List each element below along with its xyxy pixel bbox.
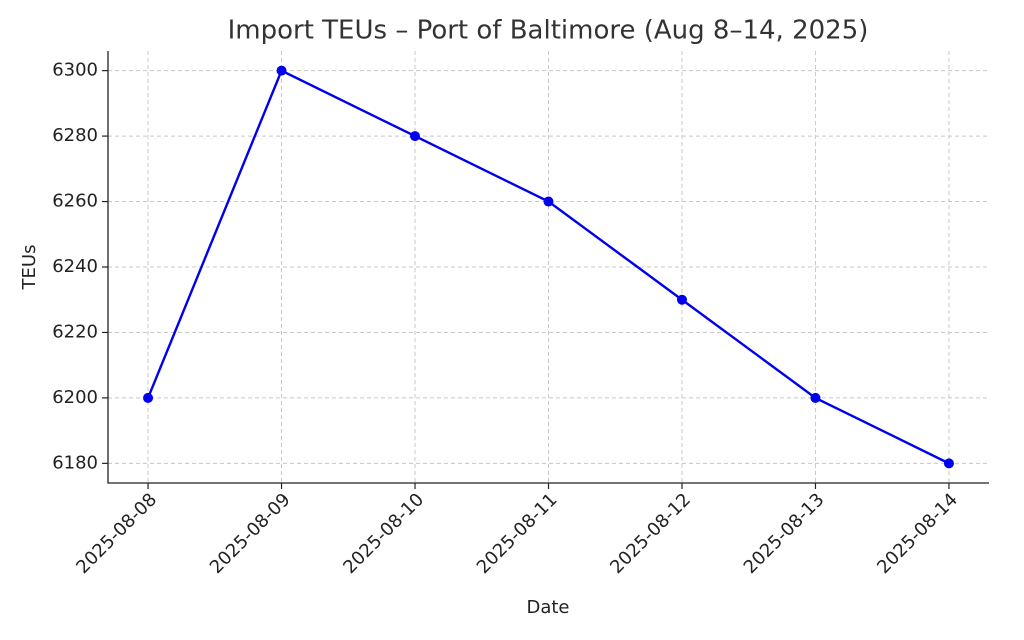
x-tick-label: 2025-08-10 — [339, 489, 428, 578]
y-tick-label: 6220 — [52, 321, 98, 342]
x-tick-label: 2025-08-13 — [740, 489, 829, 578]
y-tick-label: 6280 — [52, 125, 98, 146]
data-point — [943, 458, 954, 469]
y-tick-label: 6200 — [52, 387, 98, 408]
x-tick-label: 2025-08-08 — [72, 489, 161, 578]
y-tick-label: 6260 — [52, 191, 98, 212]
data-point — [543, 196, 554, 207]
x-tick-label: 2025-08-09 — [206, 489, 295, 578]
x-tick-label: 2025-08-12 — [606, 489, 695, 578]
data-point — [676, 294, 687, 305]
y-axis-label: TEUs — [19, 245, 40, 291]
x-axis-label: Date — [526, 597, 569, 618]
y-tick-label: 6300 — [52, 60, 98, 81]
x-tick-label: 2025-08-11 — [473, 489, 562, 578]
data-point — [143, 392, 154, 403]
y-tick-label: 6240 — [52, 256, 98, 277]
data-point — [810, 392, 821, 403]
y-tick-label: 6180 — [52, 452, 98, 473]
data-point — [276, 65, 287, 76]
data-point — [410, 131, 421, 142]
chart-title: Import TEUs – Port of Baltimore (Aug 8–1… — [228, 16, 869, 46]
x-tick-label: 2025-08-14 — [873, 489, 962, 578]
axis-spine — [107, 51, 989, 484]
